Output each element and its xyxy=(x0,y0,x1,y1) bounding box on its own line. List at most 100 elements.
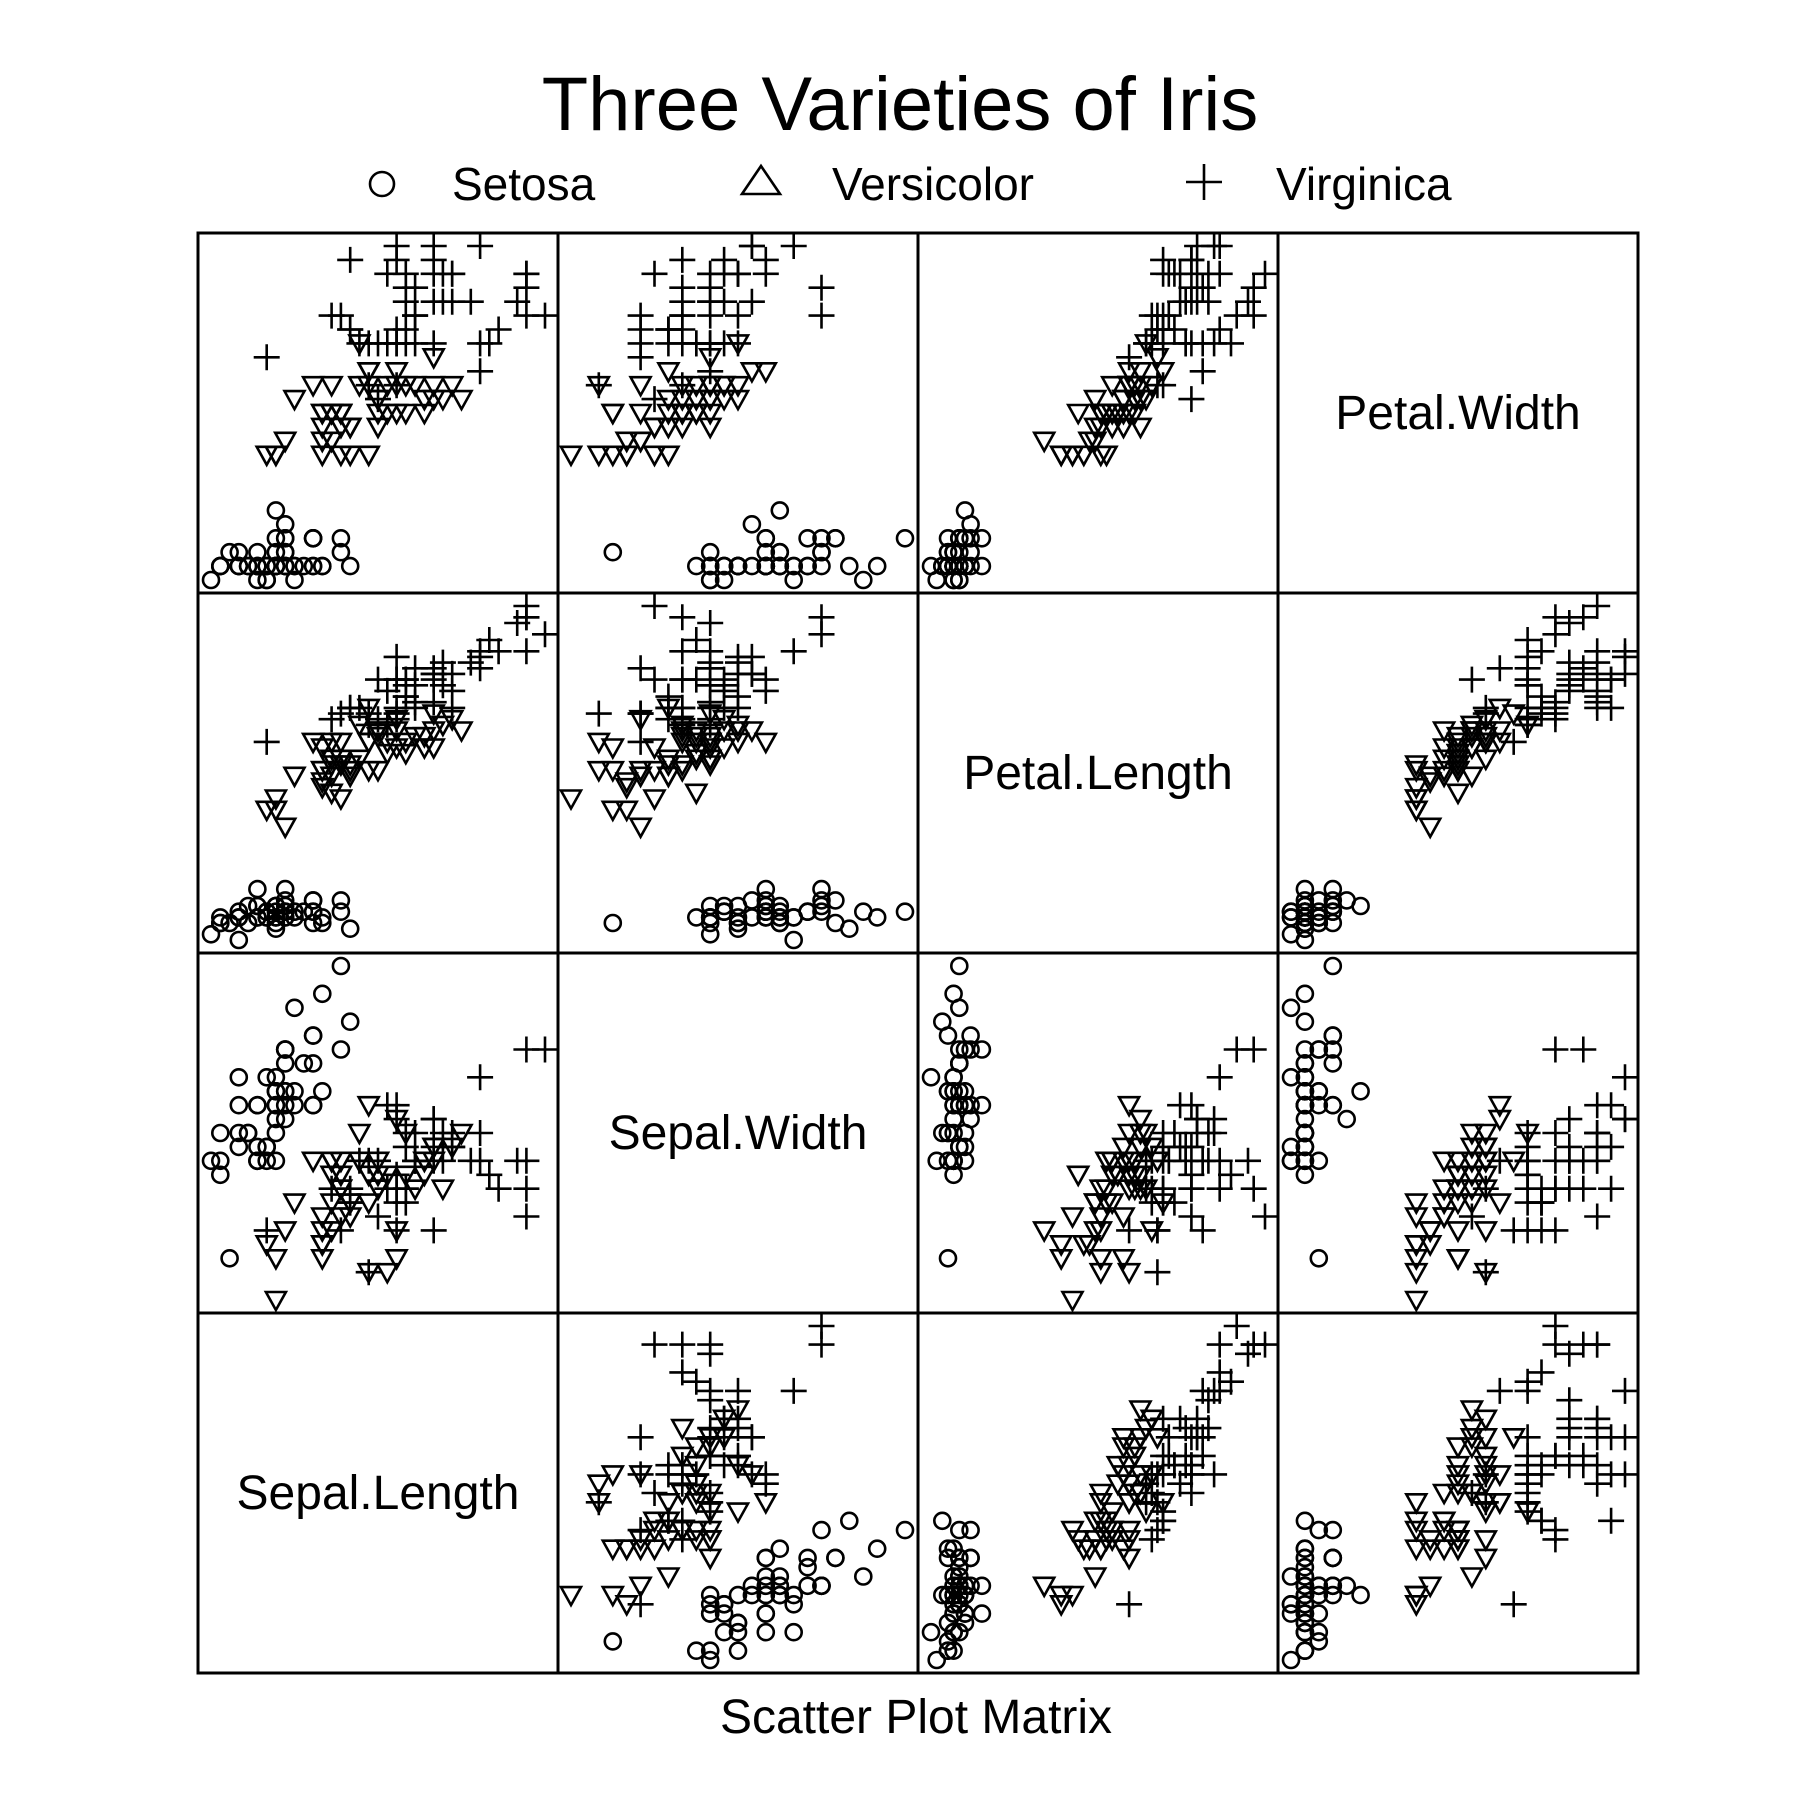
point-setosa xyxy=(266,501,286,520)
point-setosa xyxy=(770,1585,790,1605)
point-versicolor xyxy=(656,1567,681,1590)
point-versicolor xyxy=(1445,1221,1471,1244)
point-versicolor xyxy=(310,1249,335,1271)
point-setosa xyxy=(1281,1595,1301,1614)
point-setosa xyxy=(266,1082,286,1101)
point-versicolor xyxy=(421,721,446,744)
point-virginica xyxy=(655,1507,682,1534)
point-setosa xyxy=(303,556,323,576)
point-virginica xyxy=(392,330,419,357)
point-virginica xyxy=(1556,1106,1583,1133)
point-setosa xyxy=(1295,984,1315,1004)
panel-petal-length-vs-sepal-width xyxy=(556,591,920,955)
point-virginica xyxy=(711,1405,738,1432)
point-versicolor xyxy=(642,789,667,812)
point-versicolor xyxy=(642,738,667,761)
point-versicolor xyxy=(375,1262,400,1285)
point-setosa xyxy=(686,556,706,576)
point-virginica xyxy=(1514,694,1541,721)
point-setosa xyxy=(784,1585,804,1605)
panel-petal-length-vs-petal-length: Petal.Length xyxy=(916,591,1280,955)
point-versicolor xyxy=(1145,348,1170,370)
point-setosa xyxy=(700,1595,720,1614)
point-setosa xyxy=(938,1249,958,1268)
point-setosa xyxy=(303,1054,323,1073)
point-virginica xyxy=(725,649,751,676)
point-versicolor xyxy=(393,732,419,755)
point-versicolor xyxy=(1445,1151,1471,1174)
point-versicolor xyxy=(656,417,681,440)
point-setosa xyxy=(229,1137,249,1157)
point-virginica xyxy=(318,1175,345,1202)
point-virginica xyxy=(1206,1147,1233,1174)
point-versicolor xyxy=(628,760,653,783)
point-versicolor xyxy=(310,445,335,468)
point-virginica xyxy=(683,1368,710,1395)
point-versicolor xyxy=(684,1520,709,1543)
point-setosa xyxy=(812,1520,831,1540)
point-versicolor xyxy=(697,417,723,440)
point-setosa xyxy=(248,1095,267,1115)
point-setosa xyxy=(756,1548,776,1568)
point-versicolor xyxy=(1473,1530,1499,1553)
point-virginica xyxy=(532,302,558,329)
point-versicolor xyxy=(319,732,344,755)
point-setosa xyxy=(770,556,790,576)
point-virginica xyxy=(253,728,280,755)
point-versicolor xyxy=(1031,1576,1057,1599)
variable-label-petal-length: Petal.Length xyxy=(963,747,1233,800)
point-versicolor xyxy=(272,431,298,454)
point-setosa xyxy=(784,1622,804,1642)
point-virginica xyxy=(1514,1377,1541,1404)
point-virginica xyxy=(1612,1424,1638,1451)
point-versicolor xyxy=(421,375,446,398)
point-setosa xyxy=(972,1604,992,1623)
point-virginica xyxy=(1144,1461,1171,1488)
point-virginica xyxy=(1598,1461,1625,1488)
point-setosa xyxy=(867,556,887,576)
point-setosa xyxy=(275,891,295,910)
point-virginica xyxy=(1556,610,1583,636)
point-setosa xyxy=(714,1622,734,1642)
point-versicolor xyxy=(600,1539,626,1562)
point-versicolor xyxy=(347,1123,372,1146)
point-setosa xyxy=(867,1539,887,1558)
point-versicolor xyxy=(558,445,584,468)
point-versicolor xyxy=(600,445,626,468)
point-versicolor xyxy=(337,766,363,789)
point-virginica xyxy=(1201,330,1228,357)
point-virginica xyxy=(641,1331,668,1358)
point-virginica xyxy=(1189,1217,1216,1244)
point-versicolor xyxy=(1404,755,1429,778)
point-versicolor xyxy=(1077,431,1102,454)
point-setosa xyxy=(1281,1604,1301,1623)
point-versicolor xyxy=(558,1585,584,1608)
point-virginica xyxy=(697,302,724,329)
point-virginica xyxy=(392,1133,419,1160)
point-versicolor xyxy=(670,1418,695,1441)
point-setosa xyxy=(266,528,286,548)
point-virginica xyxy=(1201,1461,1228,1488)
point-virginica xyxy=(365,386,391,413)
point-virginica xyxy=(808,1313,835,1339)
point-virginica xyxy=(1584,677,1611,704)
point-versicolor xyxy=(430,1179,456,1202)
point-setosa xyxy=(938,1548,958,1568)
point-setosa xyxy=(285,998,304,1018)
point-setosa xyxy=(1323,956,1343,976)
point-versicolor xyxy=(600,738,626,761)
point-setosa xyxy=(312,556,332,576)
point-versicolor xyxy=(1487,1109,1513,1132)
point-setosa xyxy=(285,1095,304,1115)
point-setosa xyxy=(756,1576,776,1596)
point-setosa xyxy=(229,1095,249,1115)
point-setosa xyxy=(1295,1604,1315,1623)
point-virginica xyxy=(627,1461,654,1488)
point-versicolor xyxy=(310,431,335,454)
point-versicolor xyxy=(1459,1193,1485,1216)
point-virginica xyxy=(467,233,494,259)
point-virginica xyxy=(1172,330,1199,357)
point-setosa xyxy=(201,1151,221,1171)
point-setosa xyxy=(798,1548,817,1568)
point-setosa xyxy=(201,570,221,590)
